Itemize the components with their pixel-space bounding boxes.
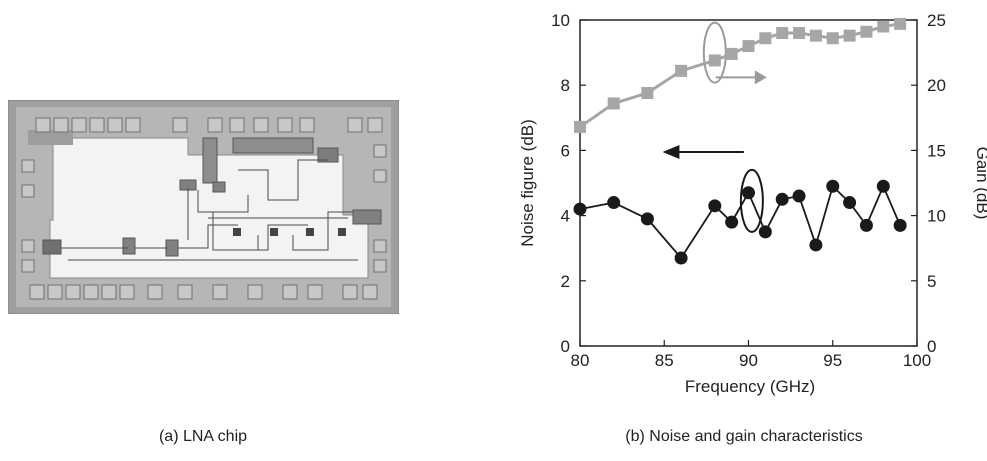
noise-figure-point [742, 186, 755, 200]
y2-tick-label: 25 [927, 11, 946, 30]
gain-point [826, 32, 839, 45]
noise-figure-arrow-head [662, 145, 680, 160]
gain-point [607, 97, 620, 110]
y-tick-label: 4 [561, 207, 570, 226]
x-tick-label: 85 [655, 351, 674, 370]
y-tick-label: 8 [561, 76, 570, 95]
caption-lna-chip: (a) LNA chip [158, 428, 248, 445]
noise-figure-point [826, 179, 840, 193]
x-axis-title: Frequency (GHz) [685, 377, 815, 396]
y2-axis-title: Gain (dB) [973, 147, 987, 220]
y-axis-title: Noise figure (dB) [518, 119, 537, 247]
gain-point [641, 87, 654, 100]
gain-point [843, 29, 856, 42]
gain-point [742, 40, 755, 53]
plot-frame [579, 19, 918, 347]
noise-figure-point [859, 218, 873, 232]
noise-figure-point [876, 179, 890, 193]
y-tick-label: 0 [561, 337, 570, 356]
gain-point [776, 27, 789, 40]
chip-transistors [233, 228, 346, 236]
noise-figure-point [674, 251, 688, 265]
y-tick-label: 10 [551, 11, 570, 30]
y2-tick-label: 10 [927, 207, 946, 226]
gain-point [809, 29, 822, 42]
noise-figure-point [758, 225, 772, 239]
annotation-group [662, 21, 767, 233]
noise-figure-ellipse [739, 168, 764, 233]
y2-tick-label: 20 [927, 76, 946, 95]
top-pad-row [35, 117, 383, 133]
gain-point [877, 20, 890, 33]
y2-tick-label: 15 [927, 141, 946, 160]
gain-point [894, 17, 907, 30]
noise-figure-point [607, 196, 621, 210]
noise-figure-point [809, 238, 823, 252]
gain-ellipse [702, 21, 727, 84]
side-pads [21, 144, 387, 273]
x-tick-label: 100 [903, 351, 931, 370]
x-tick-label: 95 [823, 351, 842, 370]
bottom-pad-row [29, 284, 378, 300]
plot-area-border [579, 19, 918, 347]
y2-tick-label: 0 [927, 337, 936, 356]
caption-noise-gain: (b) Noise and gain characteristics [625, 428, 863, 445]
x-tick-label: 80 [571, 351, 590, 370]
gain-point [675, 64, 688, 77]
gain-line [579, 22, 901, 129]
noise-figure-point [708, 199, 722, 213]
gain-point [708, 54, 721, 67]
gain-point [759, 32, 772, 45]
noise-figure-point [725, 215, 739, 229]
noise-figure-point [573, 202, 587, 216]
y-tick-label: 2 [561, 272, 570, 291]
gain-point [793, 27, 806, 40]
y-tick-label: 6 [561, 141, 570, 160]
noise-figure-point [843, 196, 857, 210]
gain-series [574, 17, 907, 133]
chip-traces [61, 159, 358, 261]
noise-figure-point [792, 189, 806, 203]
lna-chip-photo [7, 99, 400, 315]
noise-figure-point [893, 218, 907, 232]
chip-label-block [28, 130, 73, 145]
gain-point [574, 120, 586, 133]
noise-figure-series [573, 179, 907, 265]
chip-metal-structures [42, 137, 382, 257]
noise-figure-point [775, 192, 789, 206]
gain-arrow-head [754, 70, 767, 85]
gain-point [860, 25, 873, 38]
gain-point [725, 47, 738, 60]
x-tick-label: 90 [739, 351, 758, 370]
y2-tick-label: 5 [927, 272, 936, 291]
noise-figure-line [579, 183, 901, 260]
noise-figure-point [640, 212, 654, 226]
noise-gain-chart: 80 85 90 95 100 0 2 4 6 8 10 0 5 10 15 20 25 Frequency (… [505, 0, 987, 410]
